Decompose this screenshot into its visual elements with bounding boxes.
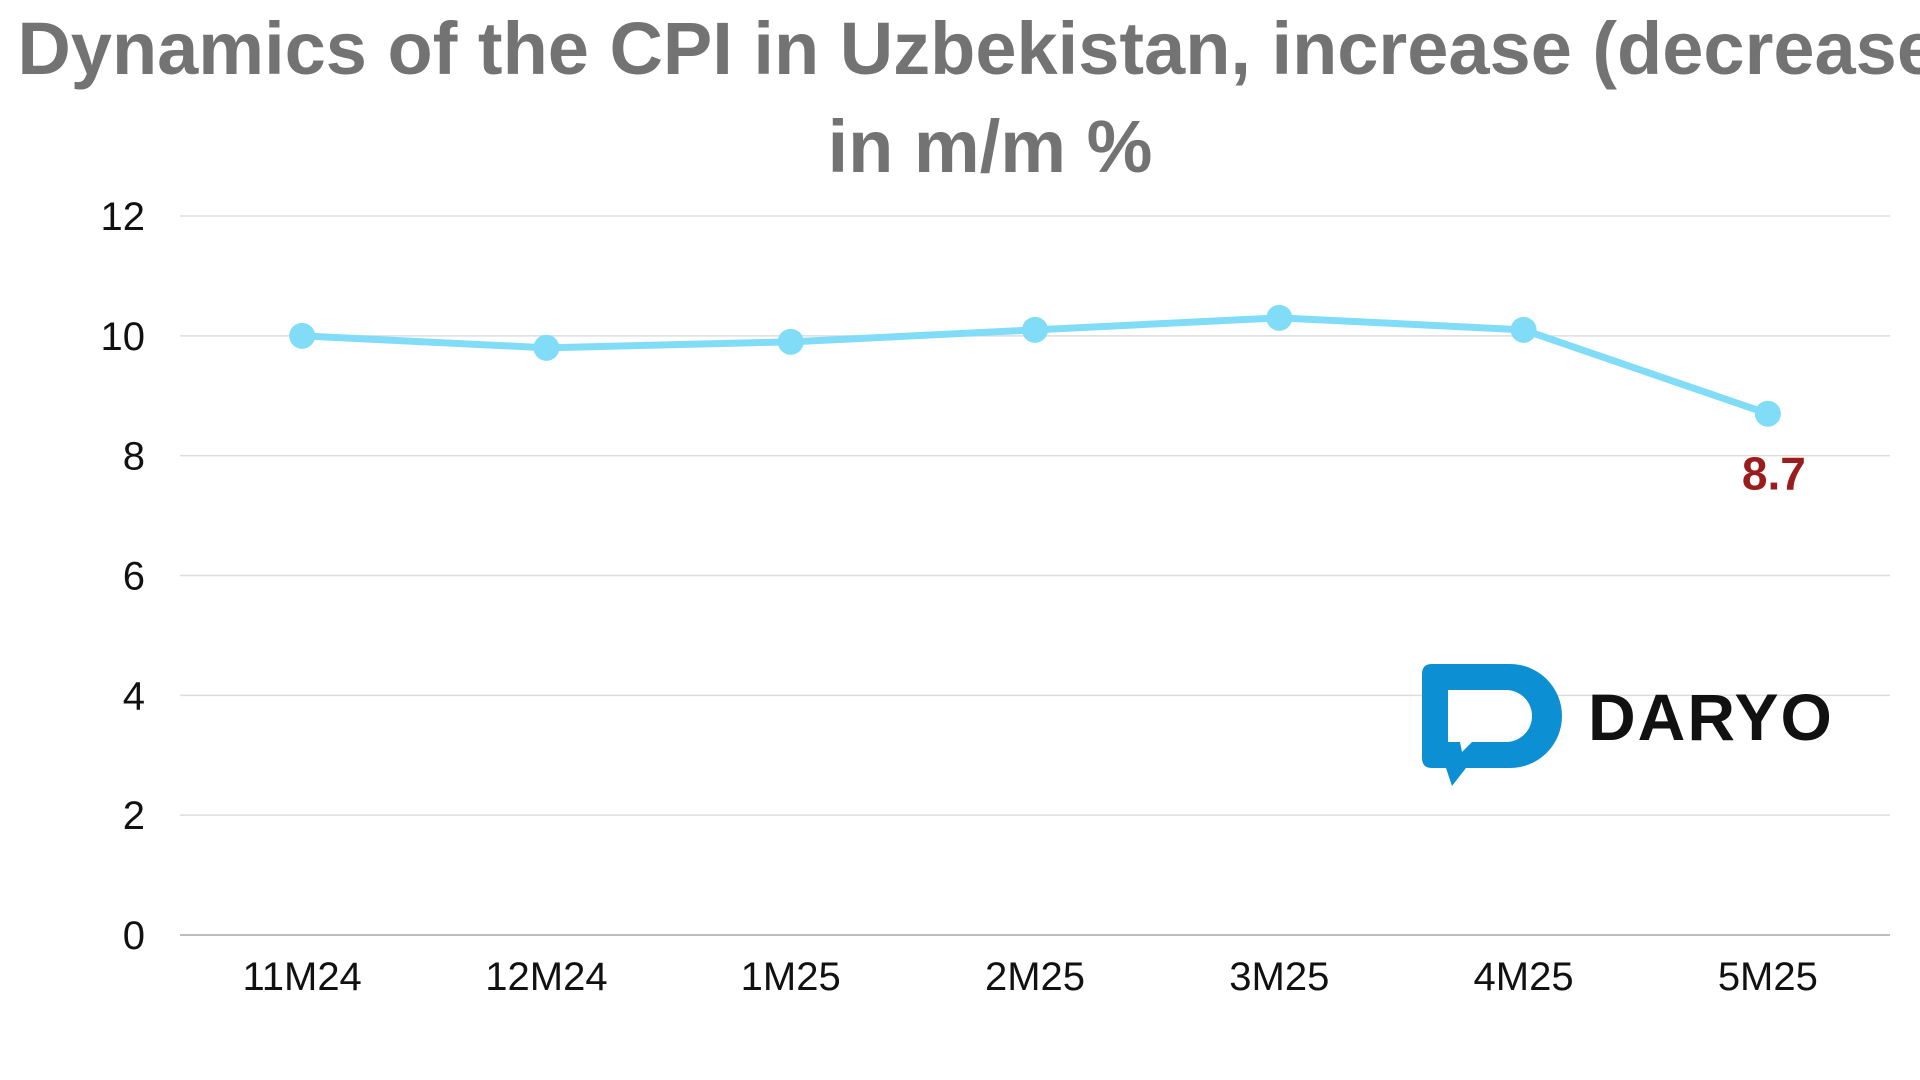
y-tick-label: 10: [101, 315, 146, 359]
x-tick-label: 11M24: [242, 955, 361, 999]
data-labels: 8.7: [1742, 448, 1806, 500]
y-tick-label: 12: [101, 195, 146, 239]
data-point-2M25: [1022, 316, 1048, 343]
gridlines: [180, 215, 1890, 936]
y-tick-label: 0: [123, 914, 145, 958]
data-point-1M25: [777, 328, 804, 355]
x-tick-label: 3M25: [1229, 955, 1329, 999]
x-tick-label: 4M25: [1474, 955, 1574, 999]
data-label: 8.7: [1742, 448, 1806, 500]
data-point-12M24: [533, 334, 560, 361]
data-point-5M25: [1754, 400, 1781, 427]
x-tick-label: 1M25: [741, 955, 841, 999]
data-point-11M24: [289, 322, 316, 349]
daryo-logo: DARYO: [1422, 664, 1834, 786]
y-tick-label: 8: [123, 435, 145, 479]
speech-bubble-inner-icon: [1448, 690, 1532, 752]
y-tick-label: 4: [123, 674, 145, 718]
data-point-4M25: [1510, 316, 1537, 343]
x-axis-ticks: 11M24 12M24 1M25 2M25 3M25 4M25 5M25: [242, 955, 1817, 999]
y-tick-label: 2: [123, 794, 145, 838]
x-tick-label: 12M24: [485, 955, 607, 999]
data-point-3M25: [1266, 304, 1293, 331]
y-axis-ticks: 0 2 4 6 8 10 12: [101, 195, 146, 958]
x-tick-label: 2M25: [985, 955, 1085, 999]
x-tick-label: 5M25: [1718, 955, 1818, 999]
chart-title: Dynamics of the CPI in Uzbekistan, incre…: [0, 0, 1920, 196]
cpi-series: [289, 304, 1781, 427]
logo-text: DARYO: [1588, 680, 1834, 754]
chart-title-text: Dynamics of the CPI in Uzbekistan, incre…: [17, 7, 1920, 188]
y-tick-label: 6: [123, 555, 145, 599]
